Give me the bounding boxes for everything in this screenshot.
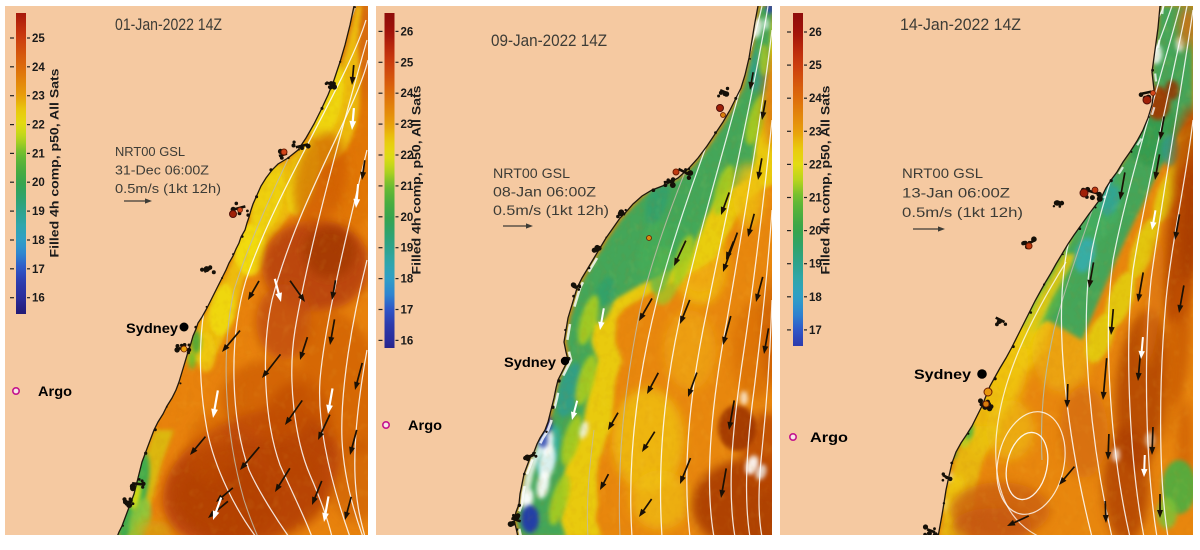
svg-text:NRT00 GSL: NRT00 GSL (493, 166, 571, 181)
svg-text:Filled 4h comp, p50, All Sats: Filled 4h comp, p50, All Sats (50, 69, 62, 258)
svg-text:Sydney: Sydney (914, 366, 971, 382)
svg-text:21: 21 (32, 148, 45, 160)
svg-text:17: 17 (809, 325, 822, 337)
svg-text:18: 18 (809, 292, 822, 304)
svg-text:Filled 4h comp, p50, All Sats: Filled 4h comp, p50, All Sats (821, 86, 833, 275)
svg-text:25: 25 (401, 57, 414, 69)
svg-text:NRT00 GSL: NRT00 GSL (902, 165, 983, 181)
svg-text:Argo: Argo (38, 383, 72, 399)
svg-text:23: 23 (32, 91, 45, 103)
svg-text:13-Jan 06:00Z: 13-Jan 06:00Z (902, 185, 1011, 201)
svg-text:24: 24 (32, 62, 45, 74)
svg-text:18: 18 (401, 274, 414, 286)
svg-text:Argo: Argo (408, 417, 442, 433)
svg-text:26: 26 (809, 27, 822, 39)
svg-text:22: 22 (809, 159, 822, 171)
svg-text:23: 23 (809, 126, 822, 138)
svg-text:0.5m/s (1kt 12h): 0.5m/s (1kt 12h) (493, 203, 609, 218)
svg-text:16: 16 (401, 335, 414, 347)
svg-text:23: 23 (401, 119, 414, 131)
svg-text:17: 17 (401, 305, 414, 317)
svg-text:19: 19 (809, 259, 822, 271)
svg-text:19: 19 (32, 206, 45, 218)
svg-text:16: 16 (32, 293, 45, 305)
svg-text:21: 21 (401, 181, 414, 193)
svg-text:24: 24 (401, 88, 414, 100)
svg-text:20: 20 (32, 177, 45, 189)
svg-text:25: 25 (32, 33, 45, 45)
svg-text:31-Dec 06:00Z: 31-Dec 06:00Z (115, 163, 209, 178)
svg-text:Sydney: Sydney (504, 354, 556, 370)
svg-text:08-Jan 06:00Z: 08-Jan 06:00Z (493, 185, 596, 200)
svg-text:19: 19 (401, 243, 414, 255)
svg-text:24: 24 (809, 93, 822, 105)
svg-text:25: 25 (809, 60, 822, 72)
svg-text:Filled 4h comp, p50, All Sats: Filled 4h comp, p50, All Sats (412, 86, 424, 275)
svg-text:22: 22 (32, 120, 45, 132)
svg-text:NRT00 GSL: NRT00 GSL (115, 144, 185, 159)
svg-text:Argo: Argo (810, 429, 848, 445)
svg-text:17: 17 (32, 264, 45, 276)
svg-text:Sydney: Sydney (126, 320, 178, 336)
svg-text:22: 22 (401, 150, 414, 162)
svg-text:0.5m/s (1kt 12h): 0.5m/s (1kt 12h) (115, 181, 221, 196)
svg-text:26: 26 (401, 26, 414, 38)
svg-text:21: 21 (809, 193, 822, 205)
svg-text:18: 18 (32, 235, 45, 247)
svg-text:01-Jan-2022 14Z: 01-Jan-2022 14Z (115, 16, 222, 34)
svg-text:0.5m/s (1kt 12h): 0.5m/s (1kt 12h) (902, 204, 1023, 220)
svg-text:20: 20 (401, 212, 414, 224)
svg-text:14-Jan-2022 14Z: 14-Jan-2022 14Z (900, 16, 1021, 34)
svg-text:09-Jan-2022 14Z: 09-Jan-2022 14Z (491, 32, 607, 50)
svg-text:20: 20 (809, 226, 822, 238)
